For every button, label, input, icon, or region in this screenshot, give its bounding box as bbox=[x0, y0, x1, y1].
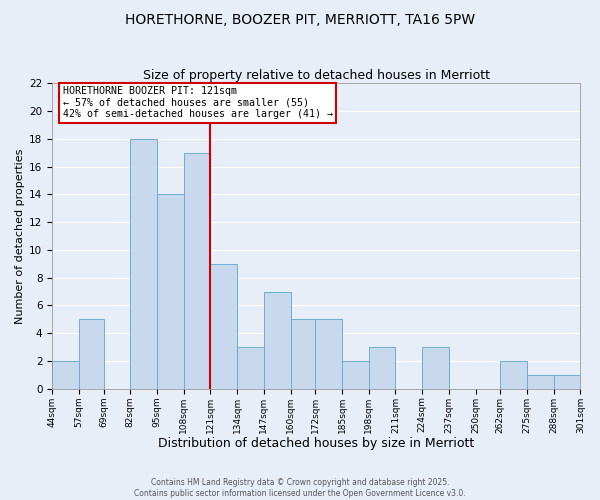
Bar bbox=[369, 347, 395, 389]
Bar bbox=[211, 264, 237, 389]
Bar bbox=[290, 320, 315, 389]
Bar bbox=[157, 194, 184, 389]
Bar bbox=[422, 347, 449, 389]
Y-axis label: Number of detached properties: Number of detached properties bbox=[15, 148, 25, 324]
Bar bbox=[264, 292, 290, 389]
Title: Size of property relative to detached houses in Merriott: Size of property relative to detached ho… bbox=[143, 69, 490, 82]
Bar bbox=[130, 138, 157, 389]
Bar bbox=[527, 375, 554, 389]
Text: Contains HM Land Registry data © Crown copyright and database right 2025.
Contai: Contains HM Land Registry data © Crown c… bbox=[134, 478, 466, 498]
Bar bbox=[500, 361, 527, 389]
Bar bbox=[237, 347, 264, 389]
Bar bbox=[52, 361, 79, 389]
Bar bbox=[79, 320, 104, 389]
Bar bbox=[342, 361, 369, 389]
Text: HORETHORNE, BOOZER PIT, MERRIOTT, TA16 5PW: HORETHORNE, BOOZER PIT, MERRIOTT, TA16 5… bbox=[125, 12, 475, 26]
Bar bbox=[315, 320, 342, 389]
Bar bbox=[554, 375, 580, 389]
Bar bbox=[184, 152, 211, 389]
X-axis label: Distribution of detached houses by size in Merriott: Distribution of detached houses by size … bbox=[158, 437, 475, 450]
Text: HORETHORNE BOOZER PIT: 121sqm
← 57% of detached houses are smaller (55)
42% of s: HORETHORNE BOOZER PIT: 121sqm ← 57% of d… bbox=[63, 86, 333, 120]
